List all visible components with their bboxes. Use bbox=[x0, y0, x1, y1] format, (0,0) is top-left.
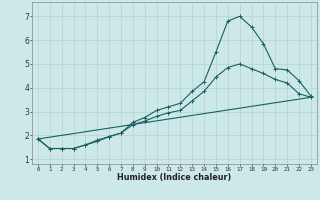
X-axis label: Humidex (Indice chaleur): Humidex (Indice chaleur) bbox=[117, 173, 232, 182]
